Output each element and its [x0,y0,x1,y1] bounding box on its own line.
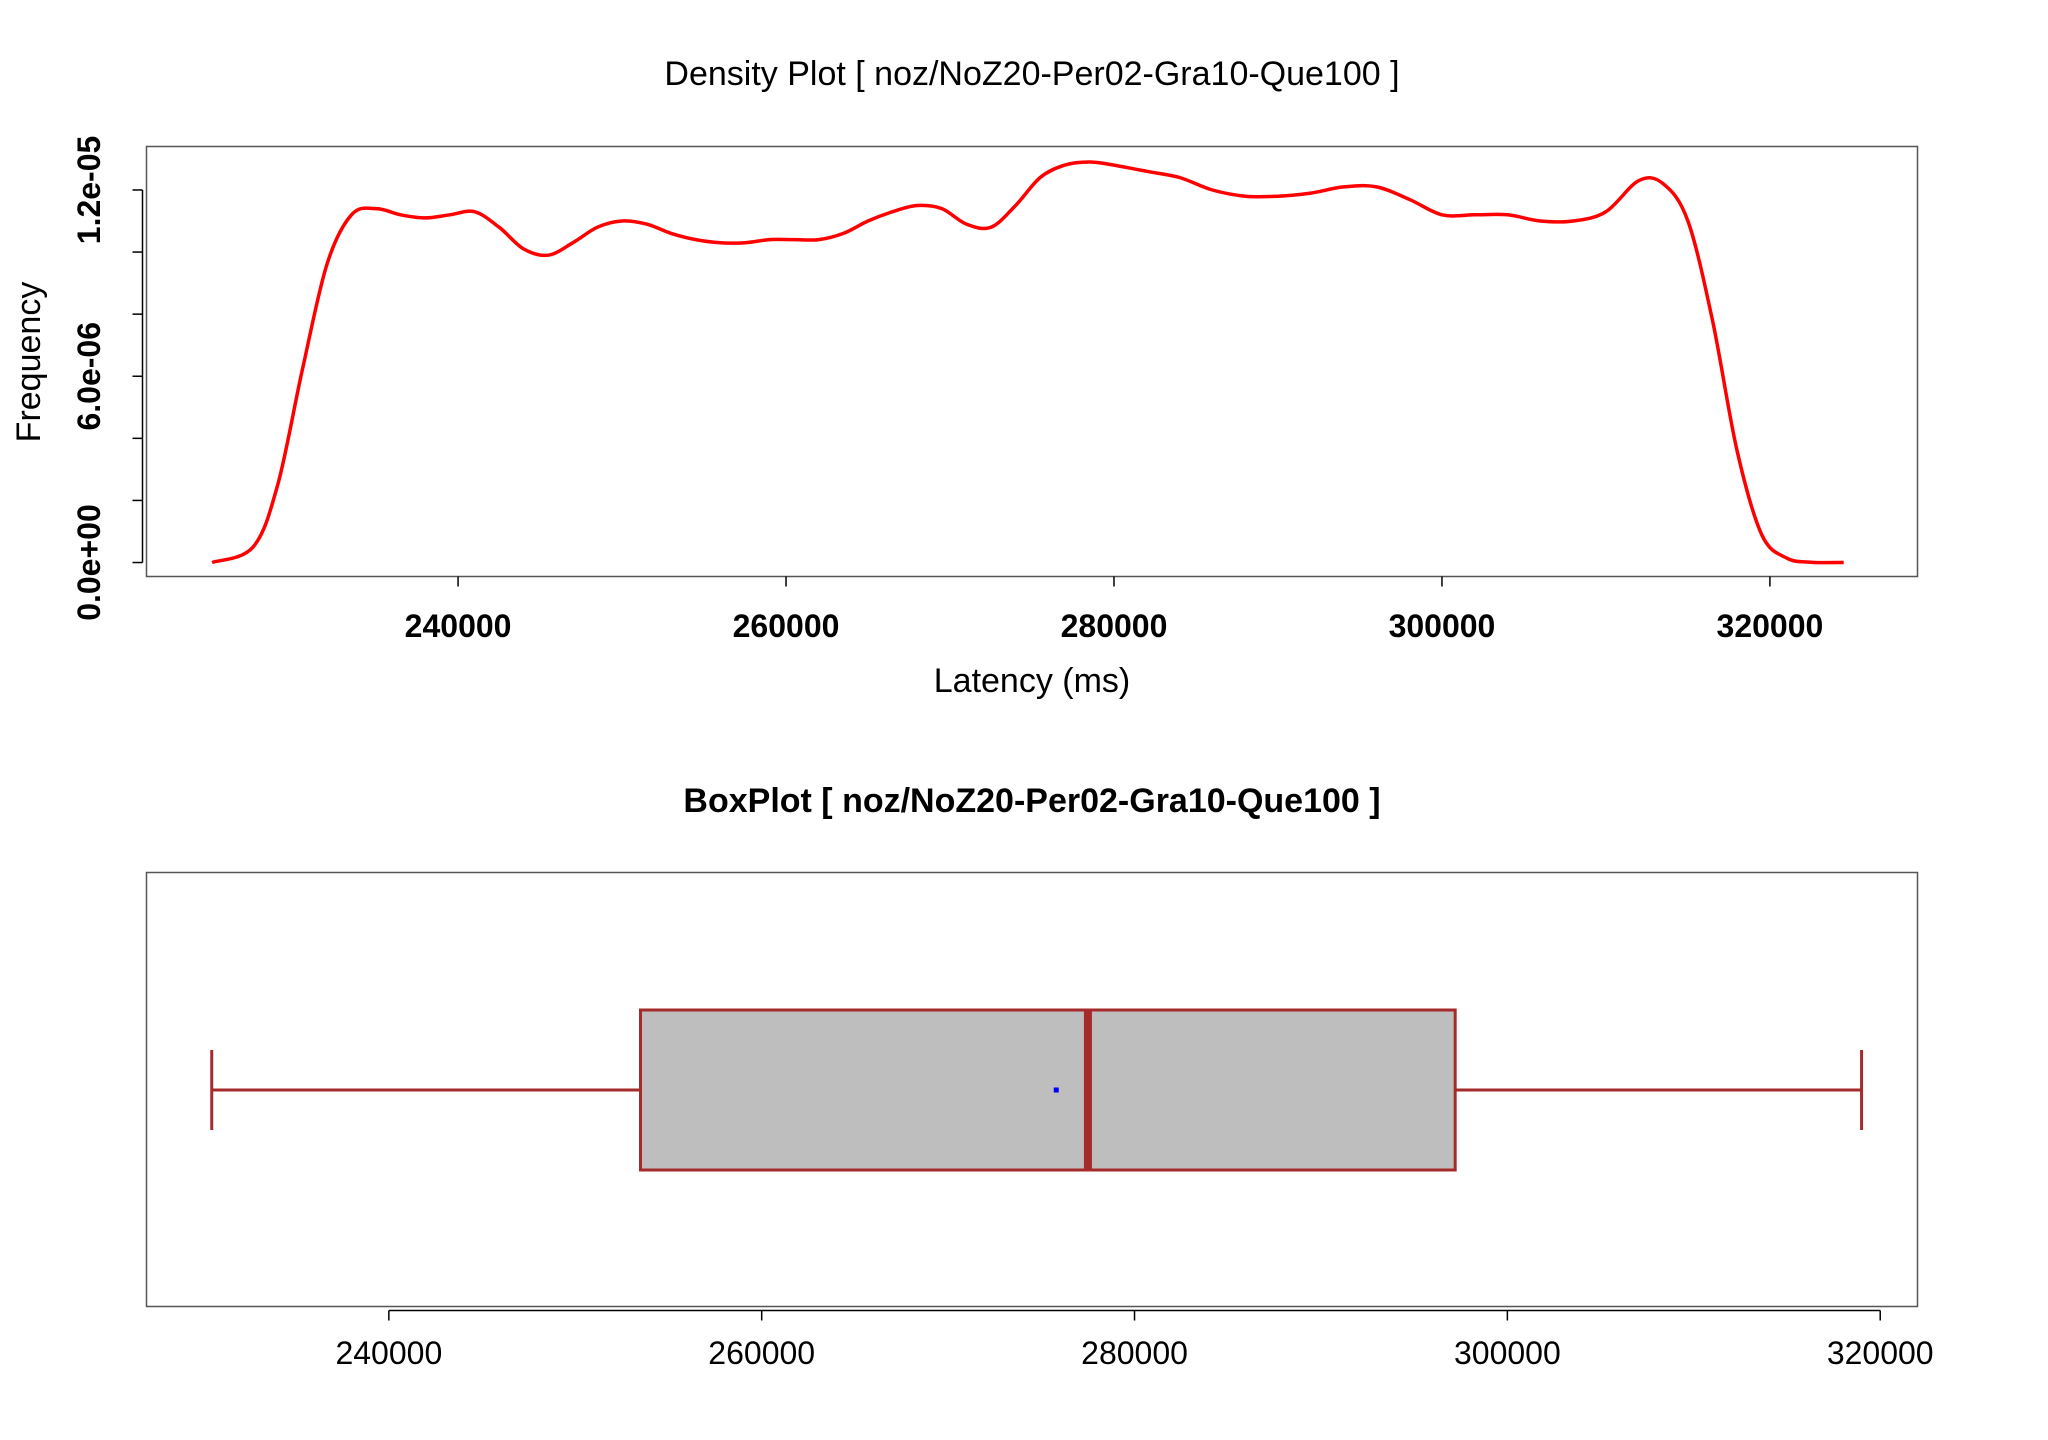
density-title: Density Plot [ noz/NoZ20-Per02-Gra10-Que… [664,55,1399,93]
boxplot-marks [210,1008,1864,1172]
density-panel: Density Plot [ noz/NoZ20-Per02-Gra10-Que… [10,55,1919,700]
interquartile-box [639,1008,1457,1172]
density-x-tick-label: 320000 [1717,608,1824,644]
density-x-tick-label: 240000 [405,608,512,644]
density-y-axis: 0.0e+00 6.0e-06 1.2e-05 [71,136,144,621]
boxplot-plot-frame [145,871,1919,1308]
boxplot-x-tick-label: 260000 [708,1335,815,1371]
boxplot-x-tick-label: 300000 [1454,1335,1561,1371]
boxplot-x-tick-label: 280000 [1081,1335,1188,1371]
density-y-tick-label: 6.0e-06 [71,322,107,431]
density-plot-frame [145,145,1919,578]
mean-marker [1053,1087,1059,1093]
density-y-tick-label: 0.0e+00 [71,504,107,621]
density-y-tick-label: 1.2e-05 [71,136,107,245]
density-x-tick-label: 260000 [733,608,840,644]
density-x-tick-label: 280000 [1061,608,1168,644]
density-y-axis-title: Frequency [10,282,48,443]
boxplot-panel: BoxPlot [ noz/NoZ20-Per02-Gra10-Que100 ]… [145,782,1934,1371]
density-x-axis: 240000 260000 280000 300000 320000 [405,576,1824,644]
density-x-tick-label: 300000 [1389,608,1496,644]
boxplot-x-tick-label: 320000 [1827,1335,1934,1371]
boxplot-title: BoxPlot [ noz/NoZ20-Per02-Gra10-Que100 ] [683,782,1380,820]
boxplot-x-tick-label: 240000 [335,1335,442,1371]
boxplot-x-axis: 240000 260000 280000 300000 320000 [335,1309,1934,1371]
density-x-axis-title: Latency (ms) [934,662,1131,700]
density-curve [211,160,1844,565]
